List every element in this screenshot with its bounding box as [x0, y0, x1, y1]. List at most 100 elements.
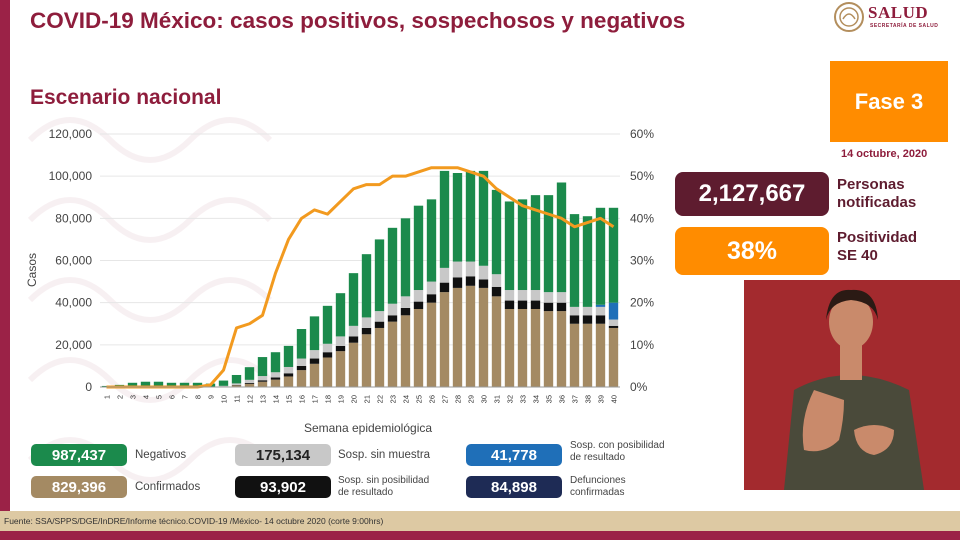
bar-segment — [413, 205, 424, 291]
bar-segment — [608, 325, 619, 328]
bar-segment — [530, 195, 541, 291]
bar-segment — [517, 300, 528, 309]
bar-segment — [556, 292, 567, 303]
bar-segment — [504, 300, 515, 309]
legend-negatives-label: Negativos — [135, 449, 187, 461]
bar-segment — [322, 343, 333, 353]
x-axis-label: Semana epidemiológica — [304, 421, 432, 435]
bar-segment — [231, 383, 242, 385]
legend-pending-label-line-2: de resultado — [570, 452, 626, 463]
bar-segment — [400, 218, 411, 297]
bar-segment — [504, 290, 515, 301]
interpreter-face — [829, 295, 873, 349]
bar-segment — [452, 261, 463, 278]
x-tick-label: 37 — [571, 395, 580, 403]
x-tick-label: 1 — [103, 395, 112, 399]
bar-segment — [244, 367, 255, 380]
bar-segment — [257, 376, 268, 381]
legend-unresolvable-label: Sosp. sin posibilidad de resultado — [338, 475, 429, 499]
bar-segment — [517, 308, 528, 387]
interpreter-hand-left — [802, 390, 844, 452]
bar-segment — [465, 170, 476, 262]
bar-segment — [543, 311, 554, 387]
legend-deaths-label: Defunciones confirmadas — [570, 475, 626, 499]
x-tick-label: 26 — [428, 395, 437, 403]
legend-deaths-value: 84,898 — [466, 476, 562, 498]
bar-segment — [257, 381, 268, 387]
x-tick-label: 9 — [207, 395, 216, 399]
y-axis-left: 0 20,000 40,000 60,000 80,000 100,000 120,000 — [49, 127, 93, 394]
bar-segment — [387, 227, 398, 304]
bar-segment — [543, 292, 554, 303]
bar-segment — [426, 302, 437, 387]
sign-language-interpreter-video — [744, 280, 960, 490]
bar-segment — [231, 374, 242, 384]
bar-segment — [582, 323, 593, 387]
y-axis-right: 0% 10% 20% 30% 40% 50% 60% — [630, 127, 654, 394]
bar-segment — [465, 285, 476, 387]
bar-segment — [517, 290, 528, 301]
bar-segment — [517, 199, 528, 291]
bar-segment — [556, 302, 567, 312]
footer-accent-band — [0, 531, 960, 540]
x-axis: 1 2 3 4 5 6 7 8 9 10 11 12 13 14 15 16 17 18 19 20 21 22 23 24 2… — [100, 386, 620, 403]
legend-no-sample-label: Sosp. sin muestra — [338, 449, 431, 461]
x-tick-label: 6 — [168, 395, 177, 399]
bar-segment — [413, 308, 424, 387]
x-tick-label: 10 — [220, 395, 229, 403]
x-tick-label: 7 — [181, 395, 190, 399]
bar-segment — [491, 296, 502, 387]
bar-segment — [361, 334, 372, 387]
bar-segment — [270, 377, 281, 380]
positivity-label-line-1: Positividad — [837, 229, 918, 246]
positivity-label: Positividad SE 40 — [837, 229, 917, 265]
bar-segment — [231, 385, 242, 387]
bar-segment — [348, 342, 359, 387]
bar-segment — [374, 321, 385, 328]
legend-deaths-label-line-2: confirmadas — [570, 487, 625, 498]
bar-segment — [244, 383, 255, 387]
y-tick-label: 40,000 — [55, 296, 92, 310]
bar-segment — [140, 381, 151, 387]
notified-label: Personas notificadas — [837, 176, 916, 212]
bar-segment — [556, 311, 567, 387]
bar-segment — [192, 382, 203, 387]
x-tick-label: 30 — [480, 395, 489, 403]
bar-segment — [348, 336, 359, 343]
x-tick-label: 24 — [402, 395, 411, 403]
interpreter-hair — [826, 289, 878, 320]
x-tick-label: 34 — [532, 395, 541, 403]
chart-subtitle: Escenario nacional — [30, 86, 222, 109]
bar-segment — [283, 376, 294, 387]
bar-segment — [569, 214, 580, 307]
bar-segment — [439, 267, 450, 283]
x-tick-label: 13 — [259, 395, 268, 403]
legend-unresolvable-label-line-1: Sosp. sin posibilidad — [338, 475, 430, 486]
source-footer: Fuente: SSA/SPPS/DGE/InDRE/Informe técni… — [0, 511, 960, 531]
bar-segment — [426, 294, 437, 303]
legend-negatives-value: 987,437 — [31, 444, 127, 466]
bar-segment — [309, 358, 320, 364]
x-tick-label: 18 — [324, 395, 333, 403]
chart-gridlines — [100, 133, 620, 388]
bar-segment — [387, 315, 398, 322]
bar-segment — [322, 305, 333, 344]
bar-segment — [179, 382, 190, 387]
bar-segment — [452, 173, 463, 262]
legend-pending-label-line-1: Sosp. con posibilidad — [570, 440, 665, 451]
bar-segment — [166, 382, 177, 387]
bar-segment — [582, 216, 593, 307]
logo-text: SALUD — [868, 3, 929, 22]
x-tick-label: 23 — [389, 395, 398, 403]
bar-segment — [465, 261, 476, 277]
y-axis-label: Casos — [25, 253, 39, 287]
bar-segment — [465, 276, 476, 286]
bar-segment — [595, 323, 606, 387]
bar-segment — [270, 372, 281, 378]
x-tick-label: 5 — [155, 395, 164, 399]
y-tick-label: 60,000 — [55, 254, 92, 268]
bar-segment — [374, 327, 385, 387]
bar-segment — [491, 274, 502, 287]
y2-tick-label: 0% — [630, 380, 648, 394]
bar-segment — [426, 281, 437, 295]
